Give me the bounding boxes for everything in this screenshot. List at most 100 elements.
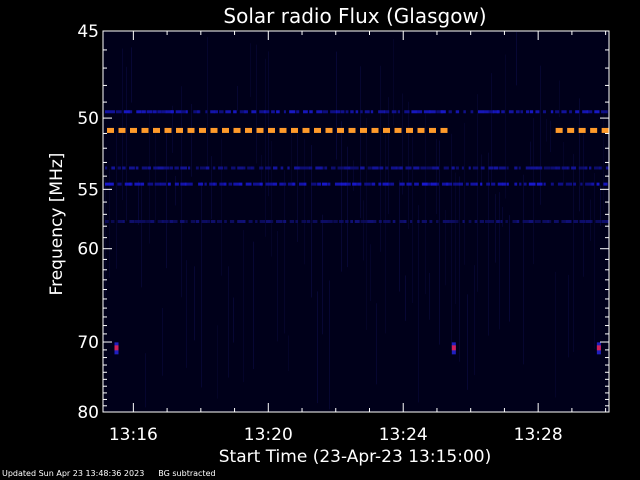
- x-tick-label: 13:20: [244, 425, 293, 445]
- y-tick-label: 45: [77, 22, 99, 42]
- band-segment: [436, 110, 444, 114]
- band-segment: [279, 182, 284, 186]
- band-segment: [175, 110, 182, 114]
- band-segment: [344, 182, 351, 186]
- noise-streak: [277, 231, 278, 342]
- band-segment: [283, 220, 287, 223]
- band-segment: [141, 166, 148, 170]
- band-segment: [140, 182, 145, 186]
- noise-streak: [149, 114, 150, 244]
- band-segment: [543, 166, 551, 170]
- band-segment: [247, 166, 253, 170]
- noise-streak: [579, 98, 580, 212]
- noise-streak: [530, 141, 531, 166]
- noise-streak: [474, 265, 475, 376]
- band-segment: [169, 166, 173, 170]
- noise-streak: [477, 94, 478, 292]
- band-segment: [190, 182, 193, 186]
- band-segment: [146, 220, 151, 223]
- band-segment: [451, 166, 455, 170]
- band-segment: [458, 182, 464, 186]
- band-segment: [506, 166, 509, 170]
- noise-streak: [217, 325, 218, 399]
- band-segment: [259, 182, 263, 186]
- band-segment: [416, 110, 423, 114]
- noise-streak: [555, 271, 556, 398]
- noise-streak: [233, 297, 234, 343]
- band-segment: [212, 166, 216, 170]
- band-segment: [303, 166, 311, 170]
- band-segment: [599, 166, 603, 170]
- band-segment: [280, 166, 284, 170]
- band-segment: [283, 110, 286, 114]
- band-segment: [298, 182, 304, 186]
- band-segment: [105, 110, 110, 114]
- noise-streak: [412, 136, 413, 304]
- noise-streak: [317, 291, 318, 404]
- noise-streak: [311, 145, 312, 298]
- noise-streak: [499, 192, 500, 330]
- band-segment: [435, 182, 440, 186]
- band-segment: [488, 110, 494, 114]
- noise-streak: [261, 154, 262, 188]
- band-segment: [371, 127, 379, 133]
- band-segment: [176, 127, 183, 133]
- noise-streak: [172, 105, 173, 153]
- y-tick-label: 60: [77, 240, 99, 260]
- band-segment: [199, 127, 206, 133]
- band-segment: [571, 166, 577, 170]
- band-segment: [255, 220, 258, 223]
- band-segment: [488, 166, 494, 170]
- band-segment: [223, 166, 228, 170]
- noise-streak: [181, 86, 182, 298]
- band-segment: [426, 182, 432, 186]
- band-segment: [324, 166, 328, 170]
- noise-streak: [322, 214, 323, 335]
- noise-streak: [481, 154, 482, 185]
- band-segment: [550, 110, 554, 114]
- spike-marker: [451, 345, 456, 351]
- noise-streak: [418, 205, 419, 403]
- band-segment: [555, 166, 561, 170]
- band-segment: [536, 182, 543, 186]
- band-segment: [164, 127, 172, 133]
- noise-streak: [533, 118, 534, 265]
- band-segment: [390, 166, 398, 170]
- band-segment: [578, 127, 586, 133]
- spike-marker: [114, 345, 119, 351]
- noise-streak: [550, 120, 551, 153]
- band-segment: [586, 110, 593, 114]
- band-segment: [185, 110, 188, 114]
- band-segment: [582, 110, 589, 114]
- noise-streak: [568, 274, 569, 358]
- band-segment: [336, 110, 341, 114]
- band-segment: [465, 182, 469, 186]
- noise-streak: [405, 275, 406, 321]
- band-segment: [557, 182, 564, 186]
- noise-streak: [451, 133, 452, 347]
- noise-streak: [376, 303, 377, 385]
- noise-streak: [304, 138, 305, 265]
- band-segment: [123, 110, 130, 114]
- noise-streak: [126, 66, 127, 222]
- band-segment: [399, 220, 407, 223]
- band-segment: [353, 166, 359, 170]
- y-tick-label: 55: [77, 180, 99, 200]
- band-segment: [594, 166, 601, 170]
- band-segment: [413, 166, 420, 170]
- band-segment: [391, 110, 397, 114]
- noise-streak: [347, 146, 348, 268]
- band-segment: [152, 110, 157, 114]
- band-segment: [420, 166, 427, 170]
- band-segment: [129, 182, 133, 186]
- band-segment: [605, 166, 610, 170]
- band-segment: [337, 127, 344, 133]
- band-segment: [590, 127, 598, 133]
- band-segment: [585, 182, 592, 186]
- band-segment: [115, 110, 122, 114]
- band-segment: [497, 182, 503, 186]
- noise-streak: [138, 180, 139, 225]
- band-segment: [567, 127, 575, 133]
- band-segment: [110, 220, 115, 223]
- band-50.8mhz: [555, 127, 609, 133]
